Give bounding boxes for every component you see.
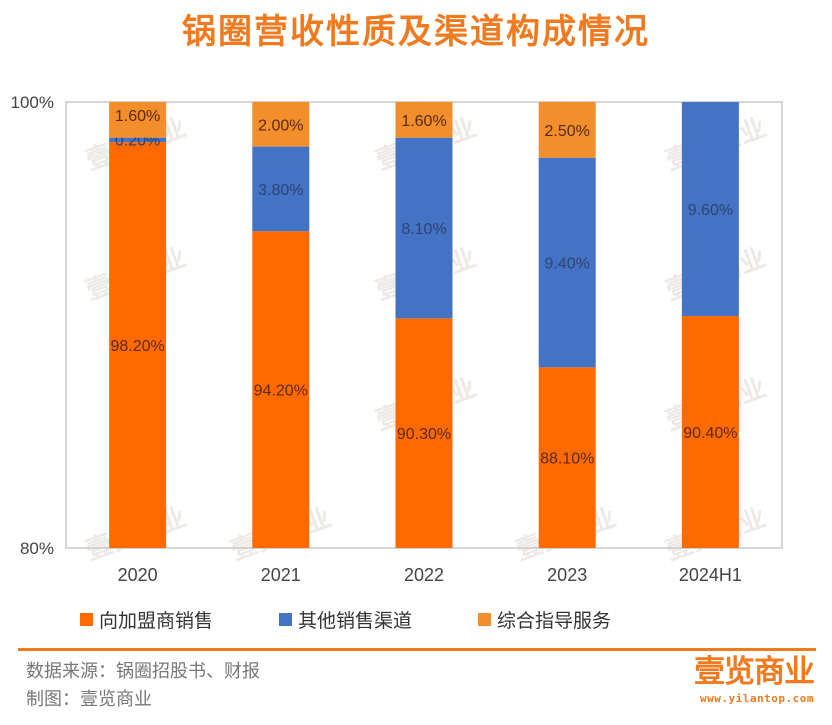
legend-item-guidance-services: 综合指导服务 xyxy=(478,606,611,633)
brand-name: 壹览商业 xyxy=(694,654,815,690)
data-label-2022-series-2: 1.60% xyxy=(401,113,446,130)
bar-segment-2021-series-1 xyxy=(252,146,310,232)
data-label-2022-series-1: 8.10% xyxy=(401,221,446,238)
legend-label: 向加盟商销售 xyxy=(99,609,214,632)
x-tick-label-2021: 2021 xyxy=(261,565,301,585)
bar-segment-2020-series-2 xyxy=(109,102,167,138)
data-label-2021-series-1: 3.80% xyxy=(258,182,303,199)
bar-segment-2020-series-1 xyxy=(109,137,167,143)
brand-logo: 壹览商业 www.yilantop.com xyxy=(664,652,815,705)
bar-segment-2021-series-2 xyxy=(252,102,310,147)
y-tick-label-100: 100% xyxy=(11,93,54,112)
legend-swatch-guidance-services xyxy=(478,612,492,626)
x-tick-label-2020: 2020 xyxy=(118,565,158,585)
data-label-2024H1-series-1: 9.60% xyxy=(688,202,733,219)
chart-title: 锅圈营收性质及渠道构成情况 xyxy=(182,12,650,52)
bar-segment-2021-series-0 xyxy=(252,231,310,548)
stacked-bar-chart: 壹览商业壹览商业壹览商业壹览商业壹览商业壹览商业壹览商业壹览商业壹览商业壹览商业… xyxy=(11,93,783,585)
bar-segment-2024H1-series-1 xyxy=(681,102,739,317)
legend-item-other-channels: 其他销售渠道 xyxy=(279,606,412,633)
legend-item-franchise-sales: 向加盟商销售 xyxy=(80,606,213,633)
data-label-2021-series-0: 94.20% xyxy=(254,383,308,400)
y-tick-label-80: 80% xyxy=(20,539,54,558)
legend: 向加盟商销售 其他销售渠道 综合指导服务 xyxy=(80,604,677,634)
legend-label: 综合指导服务 xyxy=(497,609,612,632)
bar-segment-2022-series-2 xyxy=(395,102,453,138)
x-tick-label-2022: 2022 xyxy=(404,565,444,585)
legend-swatch-other-channels xyxy=(279,612,293,626)
bar-segment-2023-series-2 xyxy=(538,102,596,158)
bars-layer: 98.20%0.20%1.60%94.20%3.80%2.00%90.30%8.… xyxy=(109,102,739,548)
bar-segment-2022-series-0 xyxy=(395,318,453,548)
data-label-2024H1-series-0: 90.40% xyxy=(683,425,737,442)
data-label-2020-series-0: 98.20% xyxy=(110,338,164,355)
chart-maker: 制图：壹览商业 xyxy=(26,689,152,710)
brand-url: www.yilantop.com xyxy=(700,692,814,705)
x-tick-label-2024H1: 2024H1 xyxy=(679,565,742,585)
footer-divider xyxy=(18,648,816,651)
bar-segment-2024H1-series-0 xyxy=(681,316,739,548)
legend-swatch-franchise-sales xyxy=(80,612,93,626)
data-label-2020-series-2: 1.60% xyxy=(115,108,160,125)
data-label-2023-series-0: 88.10% xyxy=(540,451,594,468)
bar-segment-2023-series-1 xyxy=(538,157,596,368)
data-label-2021-series-2: 2.00% xyxy=(258,117,303,134)
data-source: 数据来源：锅圈招股书、财报 xyxy=(26,661,260,682)
data-label-2023-series-1: 9.40% xyxy=(545,256,590,273)
bar-segment-2023-series-0 xyxy=(538,367,596,548)
legend-label: 其他销售渠道 xyxy=(298,609,413,632)
data-label-2023-series-2: 2.50% xyxy=(545,123,590,140)
bar-segment-2022-series-1 xyxy=(395,137,453,319)
x-axis: 2020 2021 2022 2023 2024H1 xyxy=(118,565,742,585)
bar-segment-2020-series-0 xyxy=(109,142,167,548)
data-label-2022-series-0: 90.30% xyxy=(397,426,451,443)
x-tick-label-2023: 2023 xyxy=(547,565,587,585)
footer: 数据来源：锅圈招股书、财报 制图：壹览商业 xyxy=(26,658,260,714)
y-axis: 80% 100% xyxy=(11,93,54,558)
